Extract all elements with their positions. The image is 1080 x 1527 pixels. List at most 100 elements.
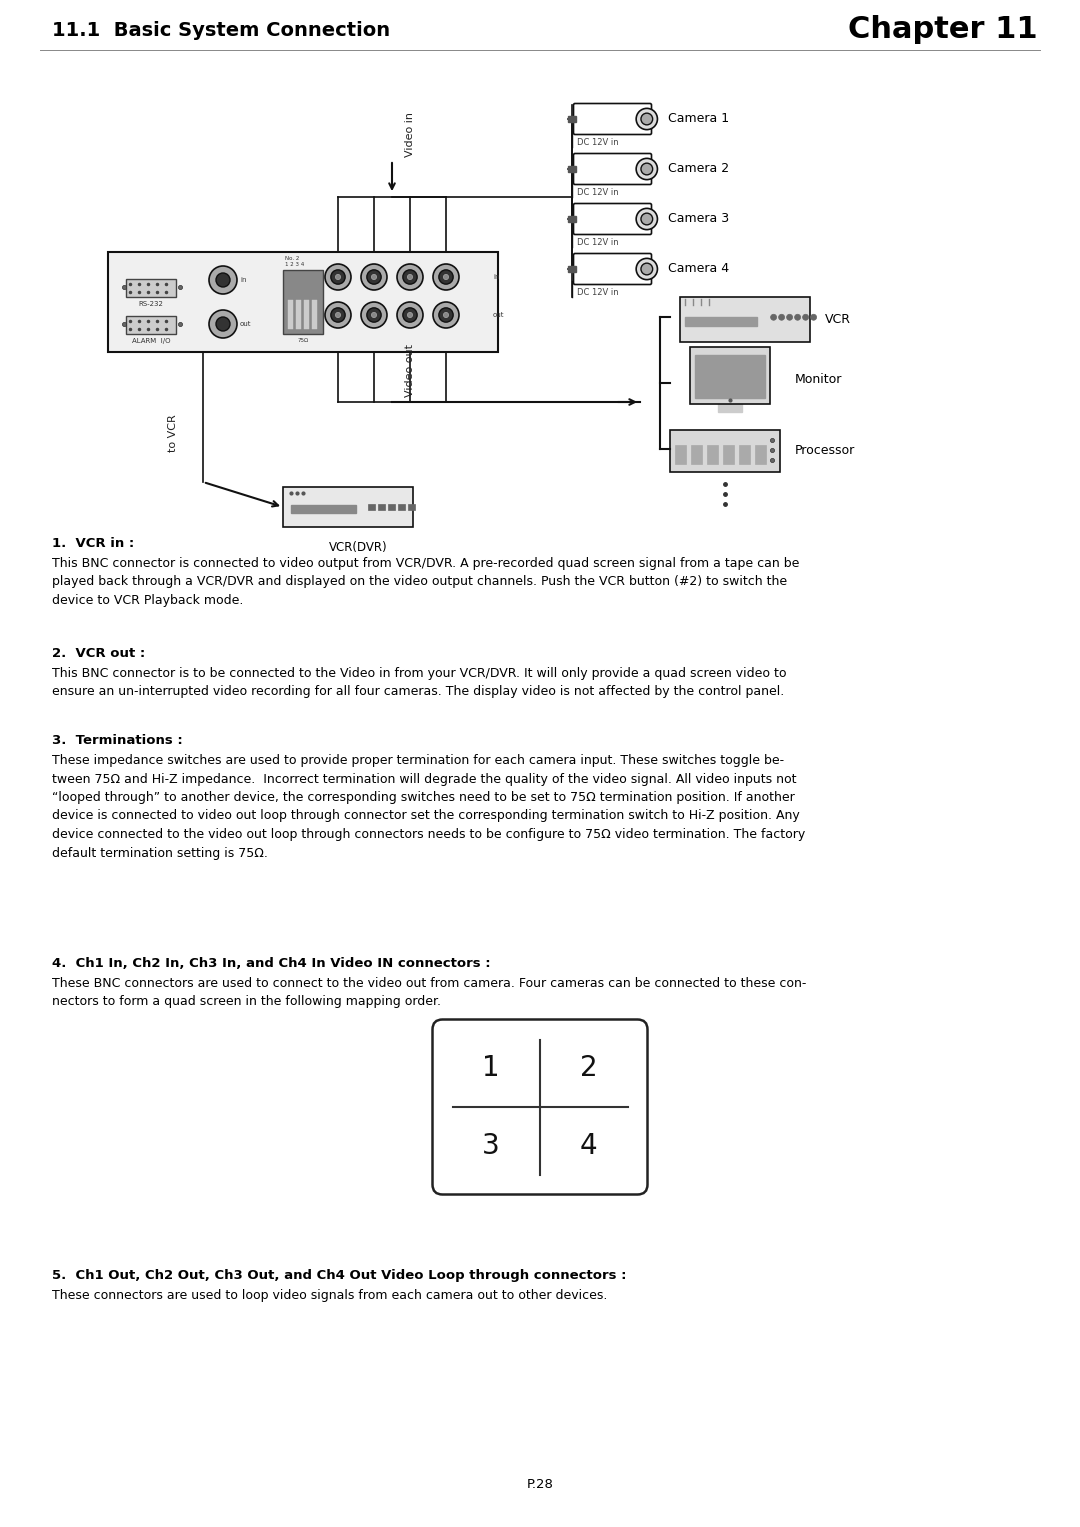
- Text: Processor: Processor: [795, 444, 855, 458]
- Bar: [568, 116, 576, 122]
- Circle shape: [779, 315, 784, 321]
- Text: 75Ω: 75Ω: [297, 337, 309, 344]
- Text: This BNC connector is to be connected to the Video in from your VCR/DVR. It will: This BNC connector is to be connected to…: [52, 667, 786, 698]
- Text: DC 12V in: DC 12V in: [577, 188, 619, 197]
- Text: No. 2
1 2 3 4: No. 2 1 2 3 4: [285, 257, 305, 267]
- Circle shape: [397, 302, 423, 328]
- Circle shape: [433, 264, 459, 290]
- Circle shape: [361, 302, 387, 328]
- Circle shape: [361, 264, 387, 290]
- Text: 3.  Terminations :: 3. Terminations :: [52, 734, 183, 747]
- Text: VCR(DVR): VCR(DVR): [328, 541, 388, 554]
- Circle shape: [640, 163, 652, 176]
- Text: P.28: P.28: [527, 1478, 553, 1492]
- Circle shape: [367, 270, 381, 284]
- Circle shape: [367, 308, 381, 322]
- Bar: [690, 347, 770, 405]
- Bar: [407, 504, 415, 510]
- Circle shape: [397, 264, 423, 290]
- Text: 11.1  Basic System Connection: 11.1 Basic System Connection: [52, 20, 390, 40]
- Text: 3: 3: [483, 1132, 500, 1159]
- Circle shape: [771, 315, 777, 321]
- Bar: [283, 270, 323, 334]
- Bar: [718, 405, 742, 412]
- Circle shape: [811, 315, 816, 321]
- Bar: [397, 504, 405, 510]
- Bar: [680, 296, 810, 342]
- Bar: [696, 356, 765, 397]
- Bar: [568, 166, 576, 173]
- Bar: [723, 444, 734, 464]
- Bar: [707, 444, 718, 464]
- Circle shape: [640, 113, 652, 125]
- Text: 5.  Ch1 Out, Ch2 Out, Ch3 Out, and Ch4 Out Video Loop through connectors :: 5. Ch1 Out, Ch2 Out, Ch3 Out, and Ch4 Ou…: [52, 1269, 626, 1283]
- Bar: [388, 504, 394, 510]
- Text: DC 12V in: DC 12V in: [577, 289, 619, 296]
- Text: 2.  VCR out :: 2. VCR out :: [52, 647, 145, 660]
- Circle shape: [636, 208, 658, 229]
- FancyBboxPatch shape: [573, 203, 651, 235]
- Text: These connectors are used to loop video signals from each camera out to other de: These connectors are used to loop video …: [52, 1289, 607, 1303]
- Text: This BNC connector is connected to video output from VCR/DVR. A pre-recorded qua: This BNC connector is connected to video…: [52, 557, 799, 608]
- Circle shape: [210, 266, 237, 295]
- Circle shape: [336, 313, 340, 318]
- Circle shape: [640, 214, 652, 224]
- FancyBboxPatch shape: [573, 253, 651, 284]
- Bar: [126, 279, 176, 296]
- Text: Camera 1: Camera 1: [669, 113, 729, 125]
- Circle shape: [407, 275, 413, 279]
- Text: DC 12V in: DC 12V in: [577, 238, 619, 247]
- Text: Video in: Video in: [405, 111, 415, 157]
- Bar: [303, 301, 309, 328]
- Circle shape: [403, 270, 417, 284]
- Text: Monitor: Monitor: [795, 373, 842, 386]
- Circle shape: [403, 308, 417, 322]
- Bar: [126, 316, 176, 334]
- Bar: [691, 444, 702, 464]
- Bar: [755, 444, 766, 464]
- Bar: [568, 266, 576, 272]
- Text: Camera 2: Camera 2: [669, 162, 729, 176]
- Text: Camera 4: Camera 4: [669, 263, 729, 275]
- Text: VCR: VCR: [825, 313, 851, 325]
- Circle shape: [407, 313, 413, 318]
- FancyBboxPatch shape: [432, 1020, 648, 1194]
- Circle shape: [640, 263, 652, 275]
- Circle shape: [636, 258, 658, 279]
- Circle shape: [330, 308, 346, 322]
- Circle shape: [444, 275, 448, 279]
- Circle shape: [372, 313, 377, 318]
- Text: These BNC connectors are used to connect to the video out from camera. Four came: These BNC connectors are used to connect…: [52, 977, 807, 1008]
- Text: in: in: [492, 273, 499, 279]
- Text: to VCR: to VCR: [168, 414, 178, 452]
- Circle shape: [216, 318, 230, 331]
- Text: 1.  VCR in :: 1. VCR in :: [52, 538, 134, 550]
- Circle shape: [336, 275, 340, 279]
- Text: in: in: [240, 276, 246, 282]
- Bar: [739, 444, 750, 464]
- Bar: [685, 318, 756, 327]
- Text: Video out: Video out: [405, 344, 415, 397]
- Circle shape: [325, 264, 351, 290]
- Text: Camera 3: Camera 3: [669, 212, 729, 226]
- Text: Chapter 11: Chapter 11: [849, 15, 1038, 44]
- Bar: [283, 487, 413, 527]
- Circle shape: [438, 308, 454, 322]
- FancyBboxPatch shape: [573, 104, 651, 134]
- Bar: [108, 252, 498, 353]
- Circle shape: [636, 159, 658, 180]
- Text: 4: 4: [580, 1132, 597, 1159]
- Circle shape: [433, 302, 459, 328]
- Bar: [367, 504, 375, 510]
- Text: RS-232: RS-232: [138, 301, 163, 307]
- Text: 2: 2: [580, 1054, 597, 1083]
- Circle shape: [795, 315, 800, 321]
- Text: DC 12V in: DC 12V in: [577, 137, 619, 147]
- FancyBboxPatch shape: [573, 154, 651, 185]
- Circle shape: [786, 315, 793, 321]
- Circle shape: [216, 273, 230, 287]
- Bar: [312, 301, 318, 328]
- Bar: [291, 505, 356, 513]
- Circle shape: [210, 310, 237, 337]
- Bar: [296, 301, 301, 328]
